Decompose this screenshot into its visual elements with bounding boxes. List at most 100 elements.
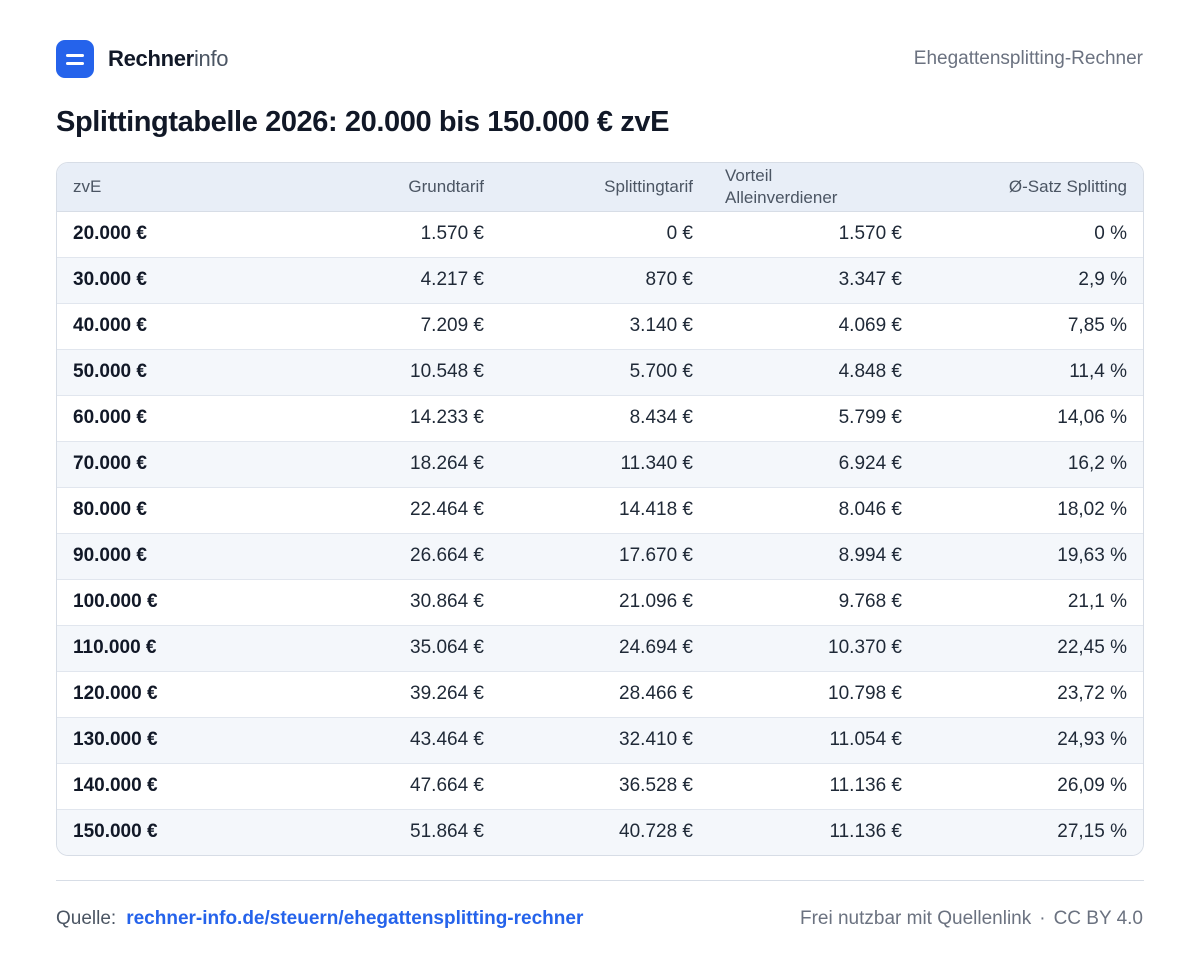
cell-splittingtarif: 0 €	[500, 211, 709, 258]
cell-vorteil: 10.798 €	[709, 671, 918, 718]
table-row: 150.000 € 51.864 € 40.728 € 11.136 € 27,15 %	[57, 809, 1143, 855]
cell-grundtarif: 26.664 €	[237, 533, 500, 580]
source-link[interactable]: rechner-info.de/steuern/ehegattensplitti…	[126, 908, 584, 929]
license-info: Frei nutzbar mit Quellenlink · CC BY 4.0	[800, 908, 1143, 930]
cell-avg-rate: 19,63 %	[918, 533, 1143, 580]
cell-splittingtarif: 28.466 €	[500, 671, 709, 718]
cell-vorteil: 5.799 €	[709, 395, 918, 442]
cell-zve: 50.000 €	[57, 349, 237, 396]
cell-zve: 40.000 €	[57, 303, 237, 350]
cell-avg-rate: 22,45 %	[918, 625, 1143, 672]
table-row: 100.000 €30.864 €21.096 €9.768 €21,1 %	[57, 579, 1143, 626]
cell-zve: 20.000 €	[57, 211, 237, 258]
source: Quelle: rechner-info.de/steuern/ehegatten…	[56, 908, 583, 930]
cell-avg-rate: 11,4 %	[918, 349, 1143, 396]
header-avg-rate: Ø-Satz Splitting	[918, 163, 1143, 212]
cell-avg-rate: 23,72 %	[918, 671, 1143, 718]
cell-avg-rate: 2,9 %	[918, 257, 1143, 304]
cell-avg-rate: 26,09 %	[918, 763, 1143, 810]
cell-zve: 110.000 €	[57, 625, 237, 672]
cell-zve: 100.000 €	[57, 579, 237, 626]
cell-grundtarif: 14.233 €	[237, 395, 500, 442]
cell-grundtarif: 18.264 €	[237, 441, 500, 488]
brand-name-light: info	[193, 46, 229, 71]
table-row: 50.000 €10.548 €5.700 €4.848 €11,4 %	[57, 349, 1143, 396]
table-row: 40.000 €7.209 €3.140 €4.069 €7,85 %	[57, 303, 1143, 350]
cell-grundtarif: 1.570 €	[237, 211, 500, 258]
header-zve: zvE	[57, 163, 237, 212]
cell-splittingtarif: 3.140 €	[500, 303, 709, 350]
cell-splittingtarif: 21.096 €	[500, 579, 709, 626]
cell-vorteil: 8.046 €	[709, 487, 918, 534]
cell-grundtarif: 10.548 €	[237, 349, 500, 396]
table-row: 140.000 €47.664 €36.528 €11.136 €26,09 %	[57, 763, 1143, 810]
brand[interactable]: Rechnerinfo	[56, 40, 229, 78]
cell-splittingtarif: 870 €	[500, 257, 709, 304]
cell-splittingtarif: 17.670 €	[500, 533, 709, 580]
equals-icon	[56, 40, 94, 78]
cell-grundtarif: 35.064 €	[237, 625, 500, 672]
cell-splittingtarif: 14.418 €	[500, 487, 709, 534]
table-row: 30.000 €4.217 €870 €3.347 €2,9 %	[57, 257, 1143, 304]
cell-vorteil: 11.136 €	[709, 763, 918, 810]
table-row: 20.000 €1.570 €0 €1.570 €0 %	[57, 211, 1143, 258]
cell-splittingtarif: 24.694 €	[500, 625, 709, 672]
cell-splittingtarif: 40.728 €	[619, 821, 693, 843]
table-row: 110.000 €35.064 €24.694 €10.370 €22,45 %	[57, 625, 1143, 672]
cell-grundtarif: 30.864 €	[237, 579, 500, 626]
cell-zve: 90.000 €	[57, 533, 237, 580]
cell-zve: 70.000 €	[57, 441, 237, 488]
cell-splittingtarif: 8.434 €	[500, 395, 709, 442]
cell-vorteil: 9.768 €	[709, 579, 918, 626]
table-row: 80.000 €22.464 €14.418 €8.046 €18,02 %	[57, 487, 1143, 534]
header-splittingtarif: Splittingtarif	[500, 163, 709, 212]
header-vorteil-alleinverdiener: Vorteil Alleinverdiener	[709, 163, 918, 212]
cell-avg-rate: 18,02 %	[918, 487, 1143, 534]
cell-grundtarif: 7.209 €	[237, 303, 500, 350]
cell-vorteil: 3.347 €	[709, 257, 918, 304]
license-separator: ·	[1039, 908, 1046, 929]
cell-avg-rate: 16,2 %	[918, 441, 1143, 488]
cell-grundtarif: 22.464 €	[237, 487, 500, 534]
cell-vorteil: 11.136 €	[829, 821, 902, 843]
brand-name-strong: Rechner	[108, 46, 194, 71]
cell-grundtarif: 4.217 €	[237, 257, 500, 304]
license-text: Frei nutzbar mit Quellenlink	[799, 908, 1032, 929]
source-label: Quelle:	[56, 908, 117, 929]
cell-avg-rate: 27,15 %	[1057, 821, 1127, 843]
header: Rechnerinfo Ehegattensplitting-Rechner	[56, 40, 1143, 78]
splitting-table: zvE Grundtarif Splittingtarif Vorteil Al…	[56, 162, 1144, 856]
table-row: 120.000 €39.264 €28.466 €10.798 €23,72 %	[57, 671, 1143, 718]
cell-vorteil: 4.848 €	[709, 349, 918, 396]
cell-splittingtarif: 5.700 €	[500, 349, 709, 396]
cell-grundtarif: 47.664 €	[237, 763, 500, 810]
cell-avg-rate: 21,1 %	[918, 579, 1143, 626]
cell-grundtarif: 43.464 €	[237, 717, 500, 764]
table-row: 70.000 €18.264 €11.340 €6.924 €16,2 %	[57, 441, 1143, 488]
cell-zve: 150.000 €	[73, 821, 158, 843]
cell-splittingtarif: 32.410 €	[500, 717, 709, 764]
footer: Quelle: rechner-info.de/steuern/ehegatten…	[56, 904, 1143, 934]
cell-zve: 30.000 €	[57, 257, 237, 304]
cell-vorteil: 11.054 €	[709, 717, 918, 764]
cell-avg-rate: 14,06 %	[918, 395, 1143, 442]
cell-grundtarif: 39.264 €	[237, 671, 500, 718]
cell-splittingtarif: 36.528 €	[500, 763, 709, 810]
cell-zve: 80.000 €	[57, 487, 237, 534]
header-grundtarif: Grundtarif	[237, 163, 500, 212]
cell-vorteil: 6.924 €	[709, 441, 918, 488]
table-header-row: zvE Grundtarif Splittingtarif Vorteil Al…	[57, 163, 1143, 212]
table-row: 90.000 €26.664 €17.670 €8.994 €19,63 %	[57, 533, 1143, 580]
cell-splittingtarif: 11.340 €	[500, 441, 709, 488]
brand-name: Rechnerinfo	[108, 46, 229, 72]
page-title: Splittingtabelle 2026: 20.000 bis 150.00…	[56, 106, 670, 138]
header-vorteil-line1: Vorteil	[725, 165, 773, 185]
cell-vorteil: 10.370 €	[709, 625, 918, 672]
cell-vorteil: 4.069 €	[709, 303, 918, 350]
cell-zve: 60.000 €	[57, 395, 237, 442]
cell-avg-rate: 7,85 %	[918, 303, 1143, 350]
table-row: 60.000 €14.233 €8.434 €5.799 €14,06 %	[57, 395, 1143, 442]
header-calculator-name: Ehegattensplitting-Rechner	[913, 48, 1143, 69]
license-badge: CC BY 4.0	[1053, 908, 1143, 929]
